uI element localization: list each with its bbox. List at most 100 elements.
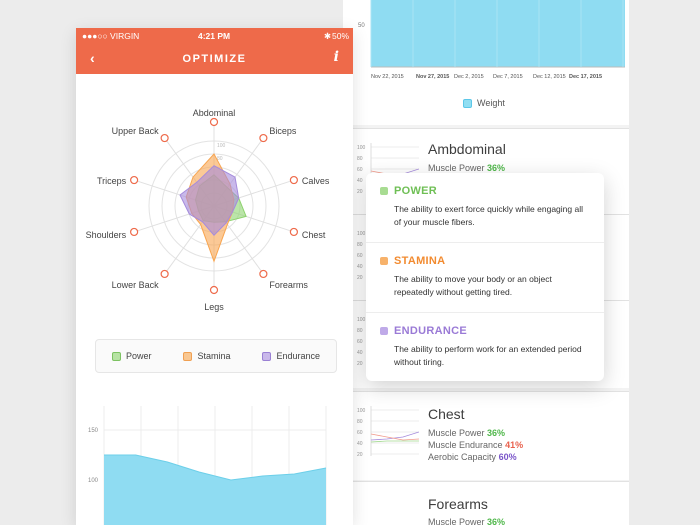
legend-power[interactable]: Power xyxy=(111,351,152,361)
popover-power: POWER The ability to exert force quickly… xyxy=(366,173,604,243)
legend-swatch xyxy=(183,351,193,361)
row-value: 36% xyxy=(487,428,506,438)
row-label: Muscle Power xyxy=(428,163,485,173)
radar-legend: Power Stamina Endurance xyxy=(95,339,337,373)
weight-legend-label: Weight xyxy=(477,98,505,108)
radar-label-calves: Calves xyxy=(302,176,330,186)
weight-y-tick: 50 xyxy=(358,23,365,29)
mini-y-tick: 60 xyxy=(357,430,363,436)
card-row: Muscle Power 36% xyxy=(428,428,505,438)
row-label: Muscle Power xyxy=(428,428,485,438)
radar-label-chest: Chest xyxy=(302,230,326,240)
weight-legend-swatch xyxy=(463,98,472,108)
legend-label: Endurance xyxy=(276,351,321,361)
row-label: Muscle Power xyxy=(428,517,485,525)
mini-y-tick: 20 xyxy=(357,452,363,458)
card-title: Forearms xyxy=(428,496,488,512)
back-button[interactable]: ‹ xyxy=(90,50,95,66)
stamina-swatch xyxy=(380,257,388,265)
area-series xyxy=(104,455,326,525)
radar-label-legs: Legs xyxy=(204,302,224,312)
card-row: Aerobic Capacity 60% xyxy=(428,452,517,462)
popover-endurance: ENDURANCE The ability to perform work fo… xyxy=(366,313,604,381)
mini-line-endurance xyxy=(370,431,419,441)
radar-ring-label: 100 xyxy=(217,143,226,149)
mini-y-tick: 60 xyxy=(357,167,363,173)
card-forearms[interactable]: Forearms Muscle Power 36% xyxy=(343,481,629,525)
power-swatch xyxy=(380,187,388,195)
weight-x-tick: Dec 17, 2015 xyxy=(569,74,602,80)
stamina-description: The ability to move your body or an obje… xyxy=(394,274,552,297)
weight-chart-svg: 50 Nov 22, 2015 Nov 27, 2015 Dec 2, 2015 De… xyxy=(358,0,625,80)
radar-handle-upper-back xyxy=(160,133,169,143)
phone-screen: ●●●○○ VIRGIN 4:21 PM ✱ 50% ‹ OPTIMIZE i … xyxy=(76,28,353,525)
mini-y-tick: 60 xyxy=(357,339,363,345)
mini-y-tick: 40 xyxy=(357,441,363,447)
mini-y-tick: 20 xyxy=(357,275,363,281)
radar-handle-triceps xyxy=(130,175,139,185)
mini-line-power xyxy=(370,440,419,443)
mini-y-tick: 60 xyxy=(357,253,363,259)
legend-label: Power xyxy=(125,351,152,361)
mini-y-tick: 100 xyxy=(357,145,366,151)
mini-y-tick: 20 xyxy=(357,361,363,367)
weight-x-tick: Dec 2, 2015 xyxy=(454,74,484,80)
nav-bar: ‹ OPTIMIZE i xyxy=(76,44,353,74)
legend-swatch xyxy=(111,351,121,361)
radar-label-abdominal: Abdominal xyxy=(193,108,236,118)
battery-level: 50% xyxy=(331,31,349,41)
card-chest[interactable]: 100 80 60 40 20 Chest Muscle Power 36% Muscl… xyxy=(343,391,629,480)
endurance-description: The ability to perform work for an exten… xyxy=(394,344,582,367)
mini-chart-chest: 100 80 60 40 20 xyxy=(357,406,419,458)
stamina-title: STAMINA xyxy=(394,255,446,267)
status-bar: ●●●○○ VIRGIN 4:21 PM ✱ 50% xyxy=(76,28,353,44)
info-button[interactable]: i xyxy=(333,49,339,65)
weight-chart: 50 Nov 22, 2015 Nov 27, 2015 Dec 2, 2015 De… xyxy=(343,0,629,125)
progress-area-chart: 150 100 xyxy=(88,406,327,525)
card-title: Ambdominal xyxy=(428,141,506,157)
row-label: Muscle Endurance xyxy=(428,440,503,450)
area-y-tick: 150 xyxy=(88,428,99,434)
power-description: The ability to exert force quickly while… xyxy=(394,204,583,227)
row-value: 60% xyxy=(498,452,517,462)
row-value: 36% xyxy=(487,163,506,173)
mini-y-tick: 40 xyxy=(357,264,363,270)
area-y-tick: 100 xyxy=(88,478,99,484)
radar-label-upper-back: Upper Back xyxy=(112,126,160,136)
clock: 4:21 PM xyxy=(198,31,231,41)
card-title: Chest xyxy=(428,406,465,422)
radar-label-shoulders: Shoulders xyxy=(86,230,127,240)
mini-y-tick: 80 xyxy=(357,156,363,162)
page-title: OPTIMIZE xyxy=(182,53,247,65)
mini-y-tick: 20 xyxy=(357,189,363,195)
mini-y-tick: 40 xyxy=(357,350,363,356)
popover-stamina: STAMINA The ability to move your body or… xyxy=(366,243,604,313)
endurance-swatch xyxy=(380,327,388,335)
weight-legend: Weight xyxy=(463,98,505,108)
popover-heading: ENDURANCE xyxy=(380,325,467,337)
radar-handle-forearms xyxy=(259,269,268,279)
radar-handle-legs xyxy=(209,285,219,295)
weight-x-tick: Nov 22, 2015 xyxy=(371,74,404,80)
popover-heading: POWER xyxy=(380,185,437,197)
legend-endurance[interactable]: Endurance xyxy=(262,351,320,361)
mini-y-tick: 80 xyxy=(357,328,363,334)
mini-y-tick: 80 xyxy=(357,242,363,248)
mini-y-tick: 40 xyxy=(357,178,363,184)
weight-x-tick: Nov 27, 2015 xyxy=(416,74,449,80)
weight-area xyxy=(371,0,625,67)
card-row: Muscle Power 36% xyxy=(428,517,505,525)
radar-handle-biceps xyxy=(259,133,268,143)
radar-handle-lower-back xyxy=(160,269,169,279)
weight-x-tick: Dec 12, 2015 xyxy=(533,74,566,80)
radar-ring-label: 80 xyxy=(217,156,223,162)
radar-label-forearms: Forearms xyxy=(269,280,308,290)
mini-y-tick: 100 xyxy=(357,317,366,323)
legend-label: Stamina xyxy=(197,351,231,361)
legend-stamina[interactable]: Stamina xyxy=(183,351,231,361)
radar-handle-calves xyxy=(289,175,298,185)
popover-heading: STAMINA xyxy=(380,255,445,267)
card-row: Muscle Endurance 41% xyxy=(428,440,523,450)
carrier: ●●●○○ VIRGIN xyxy=(82,31,140,41)
endurance-title: ENDURANCE xyxy=(394,325,467,337)
